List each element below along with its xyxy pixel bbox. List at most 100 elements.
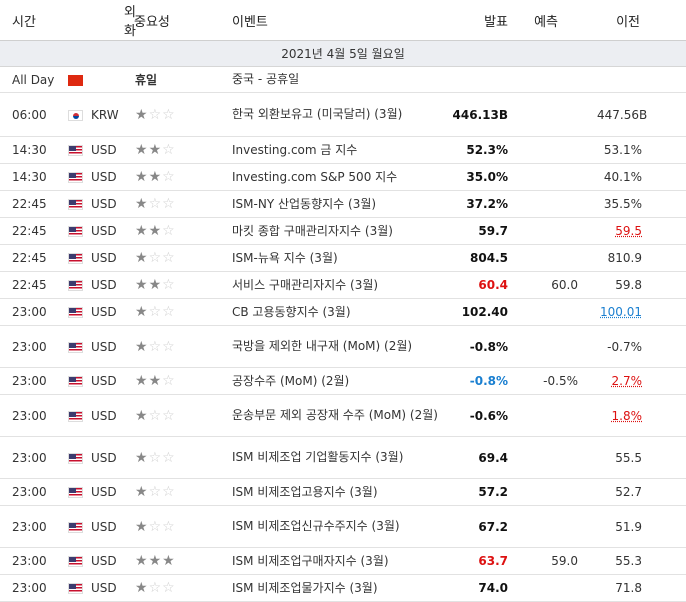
previous-value: 59.8 (615, 278, 642, 292)
previous-cell: 55.3 (596, 547, 686, 575)
previous-cell: 1.8% (596, 394, 686, 437)
table-row[interactable]: 22:45 USD ★☆☆ ISM-뉴욕 지수 (3월) 804.5 810.9 (0, 244, 686, 272)
event-name[interactable]: ISM-NY 산업동향지수 (3월) (232, 196, 377, 211)
star-icon: ★ (135, 518, 149, 535)
previous-value: 59.5 (615, 224, 642, 238)
header-importance[interactable]: 중요성 (134, 0, 228, 41)
table-row[interactable]: 14:30 USD ★★☆ Investing.com 금 지수 52.3% 53.1% (0, 136, 686, 164)
table-row[interactable]: 23:00 USD ★★★ ISM 비제조업구매자지수 (3월) 63.7 59.0 55.… (0, 547, 686, 575)
event-name[interactable]: 중국 - 공휴일 (232, 72, 300, 86)
header-actual[interactable]: 발표 (442, 0, 518, 41)
event-name[interactable]: 운송부문 제외 공장재 수주 (MoM) (2월) (232, 408, 438, 422)
event-name[interactable]: CB 고용동향지수 (3월) (232, 304, 351, 319)
table-row[interactable]: 14:30 USD ★★☆ Investing.com S&P 500 지수 35.0%… (0, 163, 686, 191)
star-icon: ★ (135, 553, 149, 569)
importance-cell: ★★☆ (134, 163, 228, 191)
currency-code: KRW (91, 107, 119, 122)
event-name[interactable]: 한국 외환보유고 (미국달러) (3월) (232, 107, 403, 121)
event-name[interactable]: 국방을 제외한 내구재 (MoM) (2월) (232, 339, 413, 353)
currency-cell: USD (64, 136, 134, 164)
currency-cell: USD (64, 547, 134, 575)
table-row[interactable]: 22:45 USD ★★☆ 서비스 구매관리자지수 (3월) 60.4 60.0 59.8 (0, 271, 686, 299)
currency-cell: USD (64, 271, 134, 299)
table-row[interactable]: All Day 휴일 중국 - 공휴일 (0, 66, 686, 93)
table-row[interactable]: 22:45 USD ★☆☆ ISM-NY 산업동향지수 (3월) 37.2% 35.5% (0, 190, 686, 218)
currency-code: USD (91, 251, 117, 265)
event-name[interactable]: ISM 비제조업물가지수 (3월) (232, 580, 378, 595)
us-flag-icon (68, 487, 83, 498)
header-forecast[interactable]: 예측 (518, 0, 596, 41)
actual-value: 57.2 (442, 478, 518, 506)
currency-cell: USD (64, 244, 134, 272)
event-time: 14:30 (0, 136, 64, 164)
star-icon: ★ (135, 484, 149, 500)
actual-value: 52.3% (442, 136, 518, 164)
table-row[interactable]: 22:45 USD ★★☆ 마킷 종합 구매관리자지수 (3월) 59.7 59.5 (0, 217, 686, 245)
currency-code: USD (91, 485, 117, 499)
event-name[interactable]: 서비스 구매관리자지수 (3월) (232, 277, 379, 292)
table-row[interactable]: 23:00 USD ★☆☆ CB 고용동향지수 (3월) 102.40 100.01 (0, 298, 686, 326)
currency-cell: USD (64, 505, 134, 548)
actual-value: 804.5 (442, 244, 518, 272)
importance-stars: ★☆☆ (135, 408, 176, 424)
previous-cell: 40.1% (596, 163, 686, 191)
importance-cell: ★★★ (134, 547, 228, 575)
event-name[interactable]: 마킷 종합 구매관리자지수 (3월) (232, 223, 393, 238)
importance-cell: ★☆☆ (134, 505, 228, 548)
forecast-value: 59.0 (518, 547, 596, 575)
star-icon: ★ (135, 407, 149, 424)
event-name[interactable]: 공장수주 (MoM) (2월) (232, 373, 350, 388)
table-row[interactable]: 06:00 KRW ★☆☆ 한국 외환보유고 (미국달러) (3월) 446.13B 44… (0, 92, 686, 137)
importance-stars: ★★☆ (135, 373, 176, 389)
currency-cell: USD (64, 298, 134, 326)
event-name[interactable]: Investing.com 금 지수 (232, 142, 358, 157)
forecast-value (518, 190, 596, 218)
header-currency[interactable]: 외화 (64, 0, 136, 41)
star-icon: ☆ (148, 580, 163, 596)
event-name[interactable]: Investing.com S&P 500 지수 (232, 169, 398, 184)
event-time: 23:00 (0, 505, 64, 548)
event-time: 23:00 (0, 367, 64, 395)
event-name[interactable]: ISM 비제조업고용지수 (3월) (232, 484, 378, 499)
header-event[interactable]: 이벤트 (228, 0, 442, 41)
header-time[interactable]: 시간 (0, 0, 64, 41)
table-row[interactable]: 23:00 USD ★★☆ 공장수주 (MoM) (2월) -0.8% -0.5% 2.7% (0, 367, 686, 395)
star-icon: ☆ (162, 580, 176, 596)
currency-cell (64, 66, 134, 93)
holiday-label: 휴일 (135, 73, 158, 87)
table-row[interactable]: 23:00 USD ★☆☆ ISM 비제조업신규수주지수 (3월) 67.2 51.9 (0, 505, 686, 548)
us-flag-icon (68, 307, 83, 318)
table-row[interactable]: 23:00 USD ★☆☆ ISM 비제조업 기업활동지수 (3월) 69.4 55.5 (0, 436, 686, 479)
table-row[interactable]: 23:00 USD ★☆☆ ISM 비제조업고용지수 (3월) 57.2 52.7 (0, 478, 686, 506)
currency-code: USD (91, 450, 117, 465)
importance-stars: ★★☆ (135, 223, 176, 239)
header-previous[interactable]: 이전 (596, 0, 686, 41)
forecast-value (518, 574, 596, 602)
star-icon: ★ (135, 142, 149, 158)
event-name[interactable]: ISM 비제조업구매자지수 (3월) (232, 553, 389, 568)
star-icon: ☆ (162, 407, 176, 424)
event-name[interactable]: ISM 비제조업신규수주지수 (3월) (232, 519, 400, 533)
table-row[interactable]: 23:00 USD ★☆☆ ISM 비제조업물가지수 (3월) 74.0 71.8 (0, 574, 686, 602)
importance-stars: ★★☆ (135, 169, 176, 185)
currency-cell: KRW (64, 92, 134, 137)
event-name[interactable]: ISM 비제조업 기업활동지수 (3월) (232, 450, 404, 464)
previous-value: 55.5 (615, 450, 642, 465)
importance-stars: ★☆☆ (135, 519, 176, 535)
event-name[interactable]: ISM-뉴욕 지수 (3월) (232, 250, 338, 265)
table-row[interactable]: 23:00 USD ★☆☆ 국방을 제외한 내구재 (MoM) (2월) -0.8% -0… (0, 325, 686, 368)
star-icon: ☆ (162, 196, 176, 212)
previous-cell: 59.5 (596, 217, 686, 245)
event-time: 22:45 (0, 244, 64, 272)
previous-value: 810.9 (607, 251, 642, 265)
star-icon: ☆ (162, 106, 176, 123)
table-row[interactable]: 23:00 USD ★☆☆ 운송부문 제외 공장재 수주 (MoM) (2월) -0.6… (0, 394, 686, 437)
actual-value: 63.7 (442, 547, 518, 575)
currency-cell: USD (64, 190, 134, 218)
star-icon: ☆ (162, 484, 176, 500)
importance-cell: ★☆☆ (134, 325, 228, 368)
us-flag-icon (68, 253, 83, 264)
star-icon: ☆ (148, 250, 163, 266)
forecast-value (518, 394, 596, 437)
